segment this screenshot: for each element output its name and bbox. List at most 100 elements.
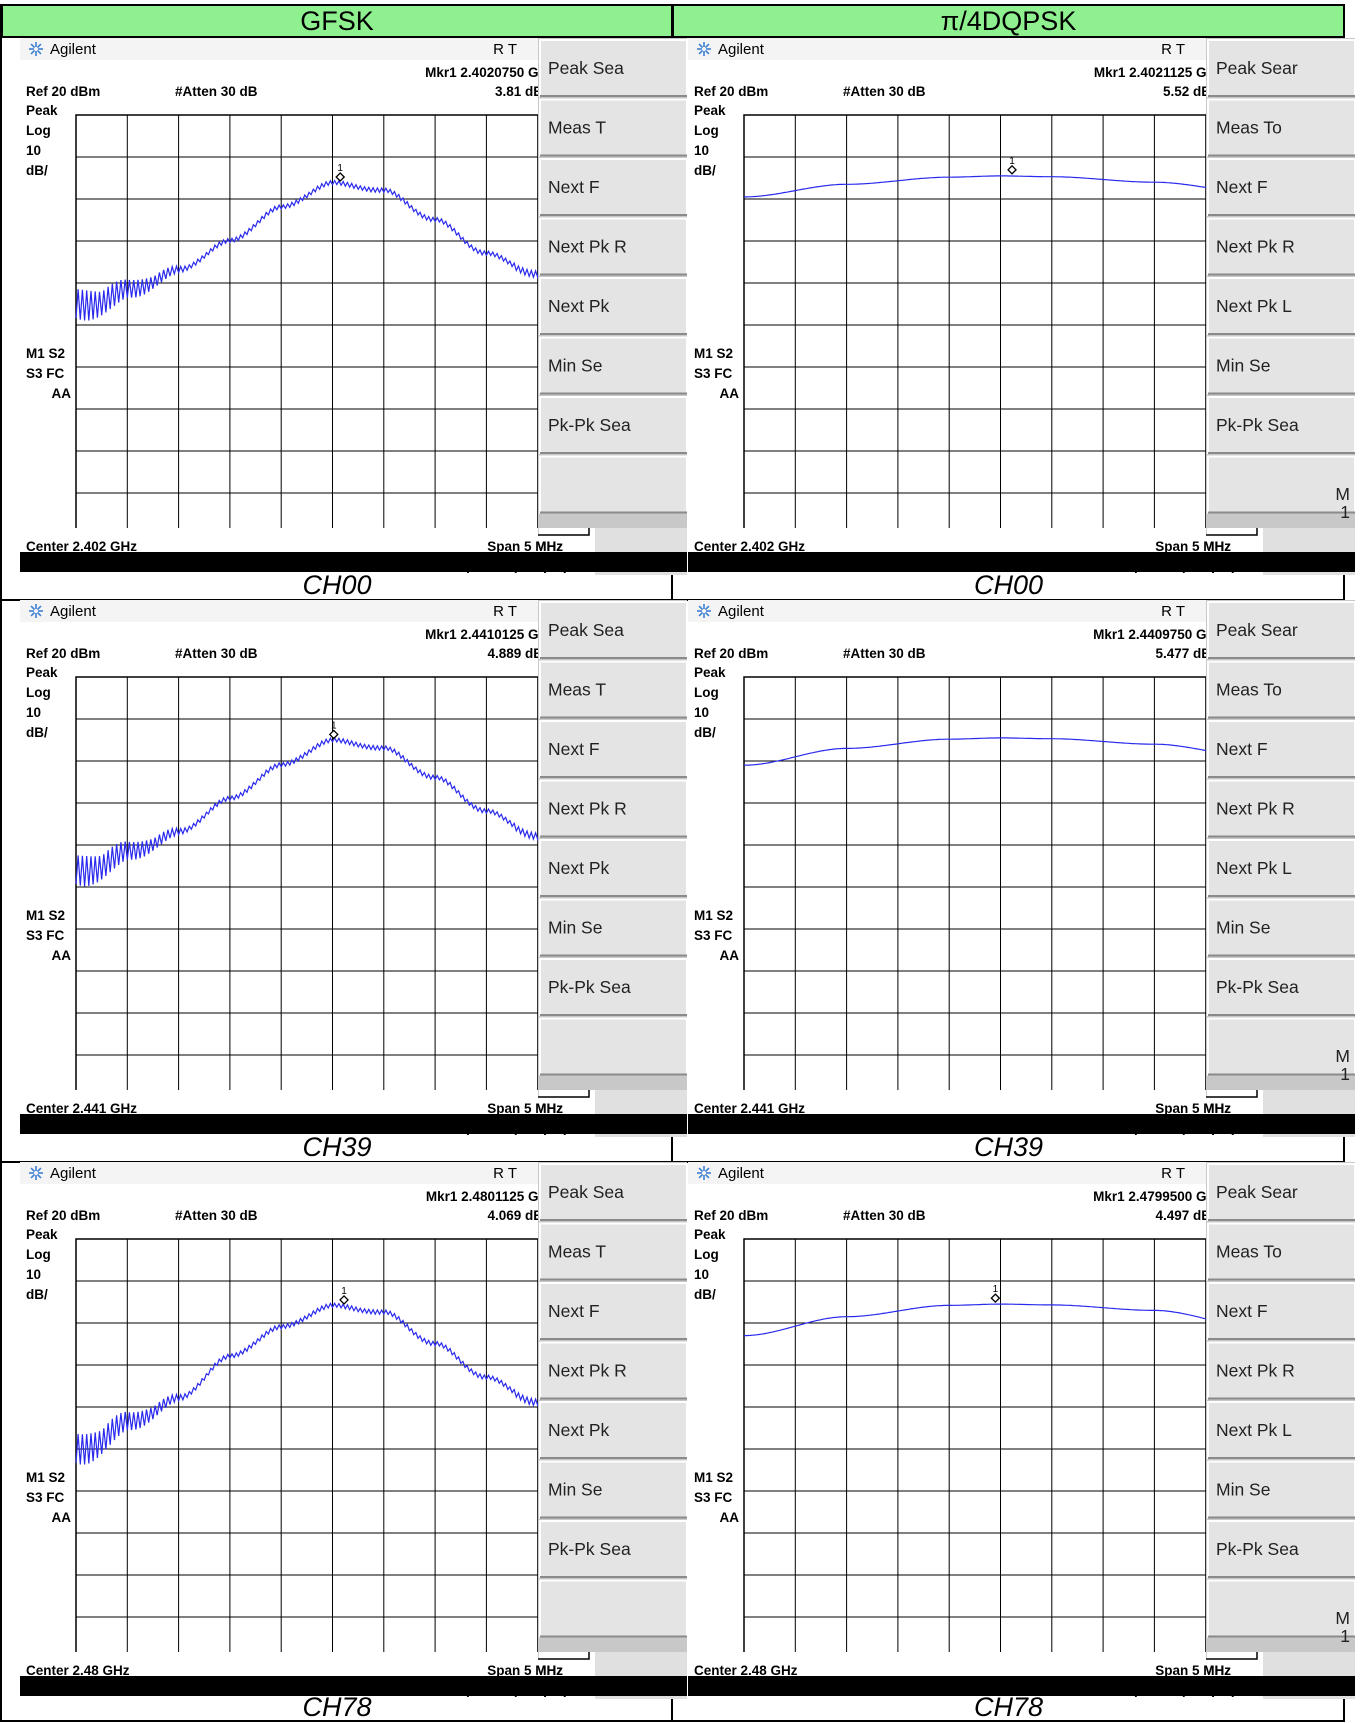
softkey-label: Peak Sea: [548, 1182, 624, 1202]
scale-label: Log: [26, 123, 51, 138]
span-label: Span 5 MHz: [487, 1663, 563, 1678]
status-label: AA: [720, 948, 740, 963]
trace-line: [75, 736, 590, 887]
softkey-button[interactable]: [1207, 1460, 1355, 1519]
title-bar: [688, 38, 1263, 60]
status-bar: [688, 1676, 1355, 1696]
softkey-button[interactable]: [1207, 1401, 1355, 1459]
softkey-button[interactable]: [539, 779, 687, 838]
trace-line: [744, 737, 1257, 766]
softkey-label: Min Se: [1216, 1480, 1270, 1500]
softkey-button[interactable]: [539, 39, 687, 97]
softkey-tail: M: [1335, 1046, 1350, 1066]
scale-label: 10: [26, 143, 41, 158]
attenuation: #Atten 30 dB: [843, 646, 926, 661]
softkey-button[interactable]: [539, 1341, 687, 1400]
status-bar: [20, 552, 687, 572]
softkey-button[interactable]: [1207, 660, 1355, 719]
softkey-button[interactable]: [539, 1017, 687, 1076]
status-bar: [688, 1114, 1355, 1134]
softkey-label: Pk-Pk Sea: [1216, 1539, 1299, 1559]
brand-label: Agilent: [50, 1165, 97, 1182]
span-label: Span 5 MHz: [487, 539, 563, 554]
caption-dqpsk-ch00: CH00: [973, 569, 1044, 600]
status-bar: [20, 1676, 687, 1696]
softkey-button[interactable]: [539, 158, 687, 216]
softkey-tail: 1: [1340, 1626, 1350, 1646]
softkey-label: Next Pk: [548, 296, 610, 316]
softkey-button[interactable]: [539, 660, 687, 719]
softkey-button[interactable]: [1207, 1282, 1355, 1340]
status-label: AA: [52, 948, 72, 963]
softkey-button[interactable]: [539, 455, 687, 514]
softkey-button[interactable]: [1207, 158, 1355, 216]
softkey-button[interactable]: [1207, 455, 1355, 514]
status-label: S3 FC: [694, 366, 733, 381]
scale-label: Peak: [694, 665, 726, 680]
softkey-label: Next F: [548, 177, 600, 197]
agilent-logo-icon: [29, 1166, 43, 1180]
softkey-button[interactable]: [539, 1460, 687, 1519]
status-label: S3 FC: [26, 928, 65, 943]
softkey-button[interactable]: [1207, 277, 1355, 335]
softkey-button[interactable]: [1207, 601, 1355, 659]
softkey-button[interactable]: [539, 958, 687, 1016]
softkey-label: Next Pk R: [548, 799, 627, 819]
softkey-label: Peak Sea: [548, 58, 624, 78]
softkey-button[interactable]: [539, 277, 687, 335]
agilent-logo-icon: [29, 604, 43, 618]
caption-gfsk-ch39: CH39: [302, 1131, 372, 1162]
softkey-button[interactable]: [539, 1579, 687, 1638]
title-bar: [20, 1162, 595, 1184]
softkey-button[interactable]: [539, 720, 687, 778]
trace-line: [744, 175, 1257, 198]
softkey-button[interactable]: [539, 1282, 687, 1340]
softkey-label: Min Se: [1216, 918, 1270, 938]
scale-label: dB/: [694, 1287, 716, 1302]
softkey-button[interactable]: [1207, 1017, 1355, 1076]
scale-label: dB/: [26, 1287, 48, 1302]
status-label: M1 S2: [694, 1470, 733, 1485]
softkey-button[interactable]: [539, 898, 687, 957]
softkey-button[interactable]: [539, 1222, 687, 1281]
softkey-label: Next F: [548, 1301, 600, 1321]
marker-diamond-icon: [328, 729, 339, 740]
softkey-button[interactable]: [539, 1520, 687, 1578]
softkey-button[interactable]: [1207, 1341, 1355, 1400]
softkey-button[interactable]: [1207, 1163, 1355, 1221]
marker-frequency: Mkr1 2.4020750 GHz: [425, 65, 555, 80]
softkey-button[interactable]: [1207, 779, 1355, 838]
softkey-button[interactable]: [1207, 1579, 1355, 1638]
caption-gfsk-ch00: CH00: [302, 569, 372, 600]
status-label: M1 S2: [26, 346, 65, 361]
softkey-label: Next Pk: [548, 1420, 610, 1440]
softkey-button[interactable]: [1207, 396, 1355, 454]
softkey-button[interactable]: [1207, 98, 1355, 157]
center-frequency: Center 2.441 GHz: [26, 1101, 137, 1116]
marker-number: 1: [337, 163, 343, 174]
scale-label: Log: [26, 685, 51, 700]
marker-frequency: Mkr1 2.4021125 GHz: [1094, 65, 1223, 80]
softkey-label: Next F: [1216, 1301, 1268, 1321]
softkey-button[interactable]: [539, 601, 687, 659]
softkey-label: Pk-Pk Sea: [1216, 415, 1299, 435]
marker-number: 1: [1009, 156, 1015, 167]
softkey-button[interactable]: [539, 396, 687, 454]
title-bar: [688, 600, 1263, 622]
spectrum-plot: Agilent R T Mkr1 2.4020750 GHz Ref 20 dBm #A…: [20, 38, 687, 575]
softkey-button[interactable]: [539, 336, 687, 395]
softkey-button[interactable]: [1207, 898, 1355, 957]
softkey-label: Next Pk L: [1216, 858, 1292, 878]
marker-diamond-icon: [1007, 164, 1017, 175]
scale-label: Log: [26, 1247, 51, 1262]
brand-label: Agilent: [50, 41, 97, 58]
spectrum-panel: Agilent R T Mkr1 2.4410125 GHz Ref 20 dBm #A…: [20, 600, 687, 1137]
softkey-button[interactable]: [539, 217, 687, 276]
softkey-button[interactable]: [539, 98, 687, 157]
span-label: Span 5 MHz: [1155, 1663, 1231, 1678]
softkey-button[interactable]: [1207, 1222, 1355, 1281]
softkey-label: Min Se: [1216, 356, 1270, 376]
header-gfsk: GFSK: [1, 4, 673, 38]
softkey-button[interactable]: [539, 1163, 687, 1221]
softkey-label: Pk-Pk Sea: [1216, 977, 1299, 997]
